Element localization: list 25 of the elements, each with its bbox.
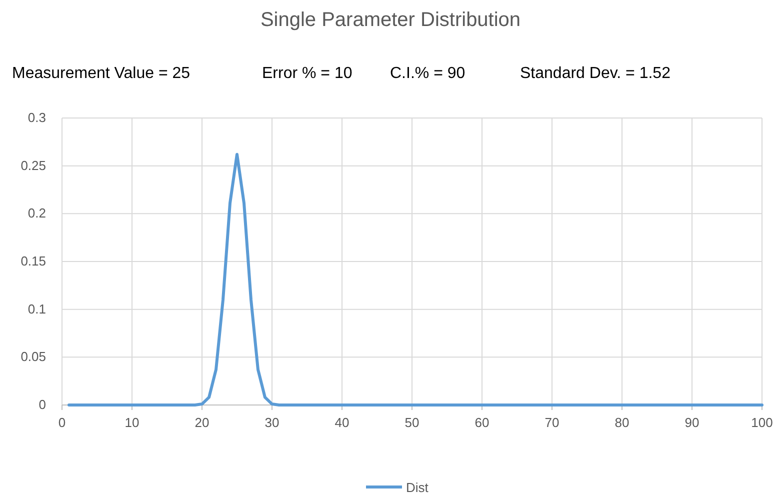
x-tick-label: 10 — [124, 415, 140, 430]
text: Standard Dev. = 1.52 — [520, 65, 671, 82]
y-tick-label: 0.05 — [20, 349, 46, 364]
y-tick-label: 0.1 — [28, 301, 46, 316]
legend-label: Dist — [406, 480, 429, 495]
x-tick-label: 60 — [474, 415, 490, 430]
x-tick-label: 100 — [751, 415, 773, 430]
y-tick-label: 0.15 — [20, 254, 46, 268]
text: Measurement Value = 25 — [12, 65, 190, 82]
x-tick-label: 70 — [544, 415, 560, 430]
y-tick-label: 0.25 — [20, 158, 46, 173]
x-tick-label: 30 — [264, 415, 280, 430]
text: C.I.% = 90 — [390, 65, 466, 82]
x-tick-label: 40 — [334, 415, 350, 430]
chart-title: Single Parameter Distribution — [260, 9, 521, 31]
x-tick-label: 0 — [58, 415, 66, 430]
y-tick-label: 0 — [38, 397, 46, 412]
x-tick-label: 90 — [684, 415, 700, 430]
line-series — [68, 152, 764, 406]
text: Error % = 10 — [262, 65, 352, 82]
x-tick-label: 50 — [404, 415, 420, 430]
y-tick-label: 0.3 — [28, 110, 46, 125]
x-tick-label: 80 — [614, 415, 630, 430]
x-tick-label: 20 — [194, 415, 210, 430]
y-tick-label: 0.2 — [28, 206, 46, 221]
